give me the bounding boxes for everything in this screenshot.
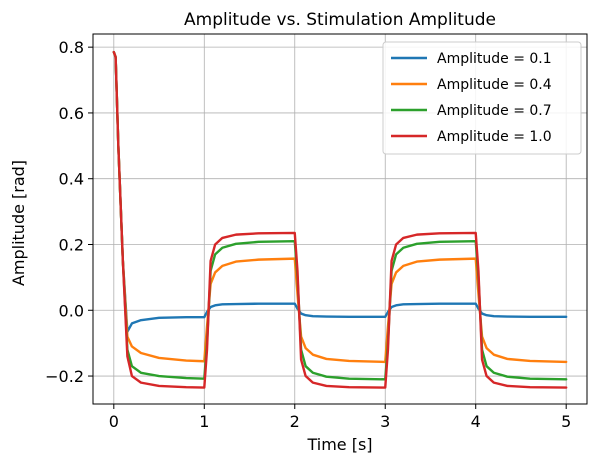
legend-label-4: Amplitude = 1.0 [437,129,552,145]
y-tick-label: 0.6 [59,104,84,123]
x-tick-label: 0 [109,412,119,431]
series-line-4 [112,50,568,389]
x-tick-label: 5 [561,412,571,431]
y-tick-label: 0.2 [59,235,84,254]
y-axis-label: Amplitude [rad] [9,160,28,286]
series-line-1 [112,50,568,333]
x-tick-label: 3 [380,412,390,431]
legend-box [382,41,582,155]
y-tick-label: −0.2 [45,367,84,386]
plot-frame [92,33,588,405]
axis-ticks: 0 1 2 3 4 5 −0.2 0.0 0.2 0.4 0.6 0.8 [45,38,571,431]
y-tick-label: 0.4 [59,170,84,189]
legend-label-2: Amplitude = 0.4 [437,77,552,93]
series-lines [112,50,568,389]
legend-label-3: Amplitude = 0.7 [437,103,552,119]
legend-label-1: Amplitude = 0.1 [437,51,552,67]
x-tick-label: 2 [290,412,300,431]
x-tick-label: 1 [199,412,209,431]
y-tick-label: 0.0 [59,301,84,320]
x-tick-label: 4 [471,412,481,431]
legend: Amplitude = 0.1 Amplitude = 0.4 Amplitude … [382,41,582,155]
chart-title: Amplitude vs. Stimulation Amplitude [184,10,496,30]
y-tick-label: 0.8 [59,38,84,57]
x-axis-label: Time [s] [306,435,372,454]
